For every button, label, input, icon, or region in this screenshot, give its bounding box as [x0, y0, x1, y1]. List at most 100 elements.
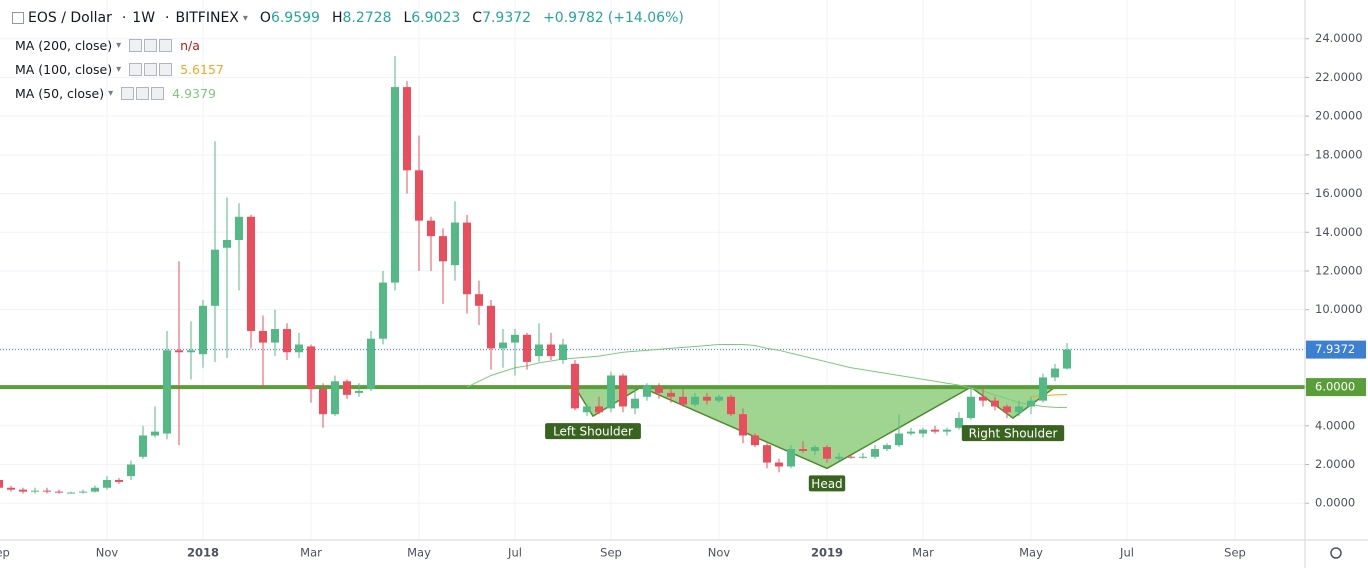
candle-body	[487, 305, 495, 349]
symbol-header: EOS / Dollar · 1W · BITFINEX ▾ O 6.9599 H…	[12, 10, 696, 26]
symbol[interactable]: EOS / Dollar	[28, 10, 112, 26]
candle-body	[1027, 400, 1035, 407]
candle-body	[607, 375, 615, 409]
candle-body	[1003, 406, 1011, 413]
candle-body	[427, 220, 435, 237]
x-tick-label: Mar	[912, 546, 934, 560]
legend-entry[interactable]: MA (50, close) ▾ 4.9379	[15, 86, 216, 101]
candle-body	[343, 381, 351, 395]
separator: ·	[165, 10, 170, 26]
legend-value: n/a	[180, 38, 200, 53]
y-tick-label: 20.0000	[1315, 109, 1363, 123]
candle-body	[7, 487, 15, 490]
legend-action-icon[interactable]	[159, 39, 173, 52]
candle-body	[727, 396, 735, 415]
candle-body	[403, 87, 411, 171]
pattern-label: Right Shoulder	[969, 427, 1058, 441]
separator: ·	[121, 10, 127, 26]
legend-action-icon[interactable]	[159, 63, 173, 76]
candle-body	[835, 456, 843, 459]
candle-body	[295, 344, 303, 353]
low-value: 6.9023	[411, 10, 461, 26]
candle-body	[1015, 406, 1023, 413]
legend-action-icon[interactable]	[121, 87, 135, 100]
candle-body	[871, 449, 879, 457]
candle-body	[847, 456, 855, 458]
legend-action-icon[interactable]	[129, 63, 143, 76]
pattern-label-box	[545, 423, 641, 440]
x-tick-label: Sep	[600, 546, 622, 560]
candle-body	[499, 342, 507, 349]
candle-body	[547, 344, 555, 357]
candle-body	[583, 406, 591, 413]
candle-body	[211, 249, 219, 306]
candle-body	[967, 396, 975, 419]
moving-average-line	[1030, 394, 1068, 398]
interval[interactable]: 1W	[132, 10, 156, 26]
y-tick-label: 14.0000	[1315, 225, 1363, 239]
legend-action-icon[interactable]	[136, 87, 150, 100]
x-tick-label: May	[1019, 546, 1043, 560]
candle-body	[655, 387, 663, 393]
candle-body	[1039, 377, 1047, 401]
candle-body	[0, 480, 3, 488]
candle-body	[511, 334, 519, 343]
candle-body	[139, 435, 147, 457]
candle-body	[319, 389, 327, 415]
dropdown-caret[interactable]: ▾	[242, 12, 248, 24]
candle-body	[43, 490, 51, 492]
candle-body	[919, 429, 927, 434]
dropdown-caret[interactable]: ▾	[116, 64, 122, 75]
candle-body	[595, 406, 603, 413]
legend-action-icon[interactable]	[144, 39, 158, 52]
candle-body	[943, 429, 951, 432]
candle-body	[55, 491, 63, 493]
x-tick-label: Jul	[1119, 546, 1134, 560]
candle-body	[991, 400, 999, 407]
symbol-icon	[12, 12, 24, 24]
y-tick-label: 22.0000	[1315, 70, 1363, 84]
candle-body	[523, 334, 531, 362]
y-tick-label: 12.0000	[1315, 263, 1363, 277]
candle-body	[763, 445, 771, 463]
pattern-label-box	[808, 475, 846, 492]
candle-body	[451, 222, 459, 266]
candle-body	[259, 330, 267, 343]
ohlc-prefix: C	[472, 10, 483, 26]
y-tick-label: 2.0000	[1315, 457, 1355, 471]
candle-body	[643, 385, 651, 397]
x-tick-label: Nov	[708, 546, 731, 560]
legend-action-icon[interactable]	[144, 63, 158, 76]
candle-body	[175, 350, 183, 353]
dropdown-caret[interactable]: ▾	[116, 40, 122, 51]
settings-icon[interactable]	[1330, 547, 1342, 559]
high-value: 8.2728	[342, 10, 392, 26]
candle-body	[199, 305, 207, 355]
legend-action-icon[interactable]	[151, 87, 165, 100]
candle-body	[775, 462, 783, 467]
pattern-label: Head	[811, 477, 842, 491]
x-tick-label: Jul	[507, 546, 522, 560]
candle-body	[247, 216, 255, 331]
change-percent: (+14.06%)	[607, 10, 684, 26]
legend-name: MA (200, close)	[15, 38, 113, 53]
candle-body	[103, 480, 111, 488]
exchange[interactable]: BITFINEX	[175, 10, 239, 26]
ohlc-prefix: O	[259, 10, 271, 26]
legend-value: 4.9379	[172, 86, 216, 101]
ohlc-prefix: H	[331, 10, 343, 26]
legend-action-icon[interactable]	[129, 39, 143, 52]
candle-body	[559, 344, 567, 360]
candle-body	[823, 447, 831, 459]
candle-body	[391, 87, 399, 283]
y-tick-label: 0.0000	[1315, 496, 1355, 510]
x-tick-label: 2019	[811, 546, 843, 560]
x-tick-label: May	[407, 546, 431, 560]
candle-body	[79, 491, 87, 493]
y-tick-label: 24.0000	[1315, 31, 1363, 45]
legend-entry[interactable]: MA (100, close) ▾ 5.6157	[15, 62, 224, 77]
dropdown-caret[interactable]: ▾	[108, 88, 114, 99]
legend-entry[interactable]: MA (200, close) ▾ n/a	[15, 38, 200, 53]
candle-body	[715, 396, 723, 401]
pattern-label: Left Shoulder	[553, 425, 633, 439]
